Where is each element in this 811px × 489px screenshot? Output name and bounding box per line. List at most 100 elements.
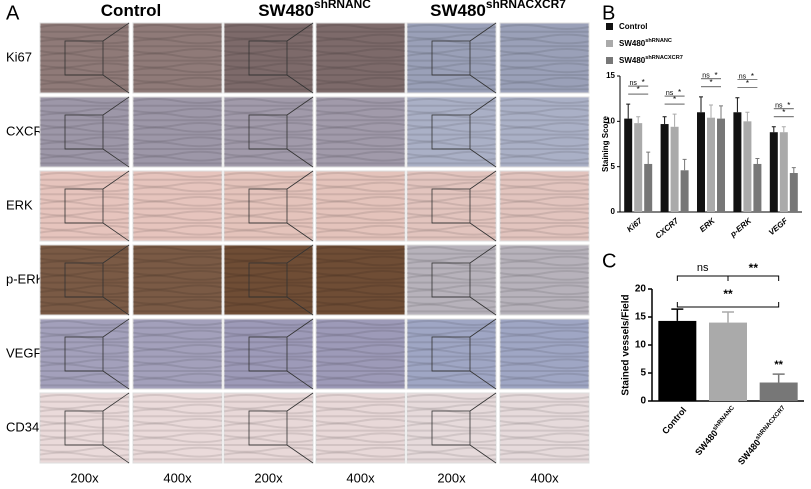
y-tick-label: 20 [635,284,647,295]
column-header: Control [101,1,161,20]
significance: ** [723,287,733,301]
legend-label-base: Control [619,22,647,31]
zoom-box [248,188,288,224]
tissue-texture [223,298,314,305]
tissue-texture [406,418,497,424]
y-axis-label: Stained vessels/Field [621,294,632,395]
tissue-texture [39,210,130,217]
tissue-texture [223,196,314,202]
tissue-texture [223,348,314,355]
tissue-texture [406,274,497,281]
column-header-sup: shRNACXCR7 [486,0,566,11]
tissue-texture [223,33,314,40]
tissue-texture [39,150,130,157]
significance: ns [629,80,637,87]
tissue-texture [406,62,497,69]
tissue-texture [315,255,406,262]
tissue-texture [132,186,223,193]
tissue-texture [132,274,223,281]
tissue-texture [39,81,130,88]
error-bar [672,113,677,127]
zoom-line [469,148,497,168]
tissue-texture [315,224,406,231]
tissue-texture [223,363,314,370]
row-label: ERK [6,197,33,212]
error-bar [671,308,684,321]
tissue-texture [406,303,497,310]
significance: * [709,78,712,87]
tissue-texture [223,394,314,400]
micrograph [223,22,314,94]
tissue-texture [499,200,590,207]
zoom-line [286,318,314,338]
tissue-texture [223,215,314,222]
tissue-texture [406,33,497,40]
tissue-texture [39,181,130,188]
error-bar [781,126,786,133]
tissue-texture [223,437,314,444]
zoom-line [102,74,130,94]
tissue-texture [223,38,314,45]
error-bar [791,167,796,174]
error-bar [745,111,750,122]
zoom-box [431,188,471,224]
tissue-texture [315,246,406,252]
tissue-texture [315,33,406,40]
tissue-texture [499,437,590,444]
zoom-box [431,336,471,372]
tissue-texture [315,394,406,400]
tissue-texture [39,67,130,74]
tissue-texture [499,122,590,128]
column-header-base: Control [101,1,161,20]
tissue-texture [315,107,406,114]
micrograph [406,318,497,390]
tissue-texture [223,246,314,252]
tissue-texture [132,394,223,400]
micrograph [406,244,497,316]
tissue-texture [132,112,223,119]
significance: ** [774,359,783,371]
zoom-line [469,96,497,116]
tissue-texture [406,76,497,83]
tissue-texture [132,81,223,88]
tissue-texture [39,98,130,104]
tissue-texture [406,112,497,119]
tissue-texture [406,24,497,30]
zoom-line [286,148,314,168]
tissue-texture [315,136,406,143]
tissue-texture [39,284,130,291]
tissue-texture [39,48,130,54]
bracket [676,302,780,308]
tissue-texture [132,377,223,384]
zoom-line [102,370,130,390]
legend-swatch [606,40,613,47]
tissue-texture [132,224,223,231]
legend-label-base: SW480 [619,56,646,65]
micrograph [499,392,590,464]
tissue-texture [499,81,590,88]
tissue-texture [499,229,590,236]
zoom-box [64,410,104,446]
tissue-texture [132,422,223,429]
significance: ns [666,90,674,97]
tissue-texture [132,210,223,217]
bar [680,170,689,212]
tissue-texture [499,270,590,276]
magnification-label: 200x [254,470,283,485]
tissue-texture [223,274,314,281]
tissue-texture [499,155,590,162]
tissue-texture [132,107,223,114]
error-bar [709,104,713,118]
tissue-texture [315,289,406,296]
tissue-texture [499,446,590,453]
tissue-texture [132,334,223,341]
tissue-texture [499,76,590,83]
micrograph [132,96,223,168]
tissue-texture [315,437,406,444]
tissue-texture [39,33,130,40]
tissue-texture [406,81,497,88]
zoom-line [102,296,130,316]
tissue-texture [132,62,223,69]
tissue-texture [499,33,590,40]
